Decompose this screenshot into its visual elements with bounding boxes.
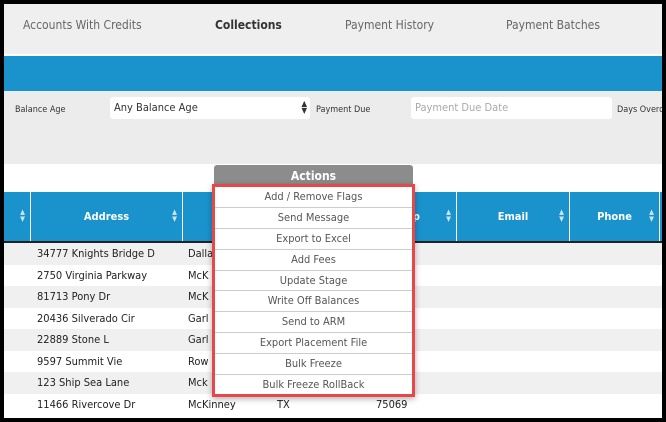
sort-icon: ▲ ▼ bbox=[649, 208, 654, 223]
column-header-select[interactable]: ▲ ▼ bbox=[4, 192, 31, 241]
sort-icon: ▲ ▼ bbox=[20, 208, 25, 223]
cell-city: Garl bbox=[188, 311, 209, 325]
sort-icon: ▲ ▼ bbox=[446, 208, 451, 223]
balance-age-label: Balance Age bbox=[15, 105, 66, 115]
app-frame: Accounts With Credits Collections Paymen… bbox=[4, 4, 662, 418]
table-row[interactable]: 20436 Silverado Cir Garl bbox=[4, 308, 662, 330]
cell-state: TX bbox=[277, 397, 290, 411]
header-label: Email bbox=[497, 210, 529, 223]
payment-due-placeholder: Payment Due Date bbox=[415, 101, 509, 114]
payment-due-label: Payment Due bbox=[316, 105, 371, 115]
cell-address: 22889 Stone L bbox=[37, 333, 109, 346]
menu-item-send-message[interactable]: Send Message bbox=[215, 208, 412, 229]
menu-item-add-remove-flags[interactable]: Add / Remove Flags bbox=[215, 187, 412, 208]
cell-address: 81713 Pony Dr bbox=[37, 290, 111, 303]
menu-item-bulk-freeze-rollback[interactable]: Bulk Freeze RollBack bbox=[262, 378, 365, 392]
cell-city: Row bbox=[188, 354, 209, 368]
header-label: Phone bbox=[597, 210, 632, 223]
cell-address: 34777 Knights Bridge D bbox=[37, 247, 155, 260]
tab-collections[interactable]: Collections bbox=[215, 18, 282, 32]
tab-bar: Accounts With Credits Collections Paymen… bbox=[4, 4, 662, 54]
actions-menu: Add / Remove Flags Send Message Export to … bbox=[212, 184, 415, 397]
filter-bar: Balance Age Any Balance Age ▲ ▼ Payment Du… bbox=[4, 91, 662, 164]
menu-item-export-to-excel[interactable]: Export to Excel bbox=[215, 229, 412, 250]
header-band bbox=[4, 56, 662, 91]
menu-item-add-fees[interactable]: Add Fees bbox=[215, 250, 412, 271]
cell-address: 9597 Summit Vie bbox=[37, 354, 123, 368]
tab-accounts-with-credits[interactable]: Accounts With Credits bbox=[23, 18, 142, 32]
cell-city: McK bbox=[188, 290, 209, 303]
menu-item-write-off-balances[interactable]: Write Off Balances bbox=[215, 291, 412, 313]
column-header-phone[interactable]: Phone ▲ ▼ bbox=[570, 192, 660, 241]
cell-city: McKinney bbox=[188, 397, 236, 411]
cell-city: Mck bbox=[188, 376, 208, 389]
tab-payment-history[interactable]: Payment History bbox=[345, 18, 435, 32]
column-header-address[interactable]: Address ▲ ▼ bbox=[31, 192, 183, 241]
cell-city: Dalla bbox=[188, 247, 214, 260]
column-header-email[interactable]: Email ▲ ▼ bbox=[457, 192, 570, 241]
cell-address: 11466 Rivercove Dr bbox=[37, 397, 136, 411]
balance-age-value: Any Balance Age bbox=[114, 101, 198, 114]
cell-address: 20436 Silverado Cir bbox=[37, 311, 135, 325]
menu-item-export-placement-file[interactable]: Export Placement File bbox=[215, 333, 412, 355]
table-row[interactable]: 11466 Rivercove Dr McKinney TX 75069 bbox=[4, 394, 662, 416]
cell-city: Garl bbox=[188, 333, 209, 346]
cell-zip: 75069 bbox=[376, 397, 408, 411]
actions-button[interactable]: Actions bbox=[214, 165, 413, 187]
menu-item-bulk-freeze[interactable]: Bulk Freeze bbox=[215, 354, 412, 376]
cell-city: McK bbox=[188, 268, 209, 282]
cell-address: 2750 Virginia Parkway bbox=[37, 268, 148, 282]
sort-icon: ▲ ▼ bbox=[559, 208, 564, 223]
days-overdue-label: Days Overd bbox=[617, 105, 662, 115]
sort-icon: ▲ ▼ bbox=[172, 208, 177, 223]
select-arrows-icon: ▲ ▼ bbox=[301, 99, 307, 115]
balance-age-select[interactable]: Any Balance Age ▲ ▼ bbox=[110, 97, 310, 119]
table-row[interactable]: 9597 Summit Vie Row bbox=[4, 351, 662, 373]
table-row[interactable]: 2750 Virginia Parkway McK bbox=[4, 265, 662, 287]
menu-item-send-to-arm[interactable]: Send to ARM bbox=[215, 312, 412, 334]
header-label: Address bbox=[83, 210, 130, 223]
cell-address: 123 Ship Sea Lane bbox=[37, 376, 130, 389]
tab-payment-batches[interactable]: Payment Batches bbox=[506, 18, 600, 32]
menu-item-update-stage[interactable]: Update Stage bbox=[215, 271, 412, 292]
payment-due-input[interactable]: Payment Due Date bbox=[411, 97, 612, 119]
